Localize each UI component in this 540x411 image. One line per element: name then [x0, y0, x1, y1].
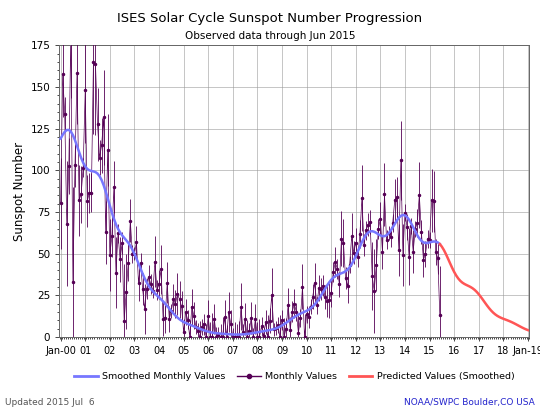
- Text: Observed data through Jun 2015: Observed data through Jun 2015: [185, 31, 355, 41]
- Y-axis label: Sunspot Number: Sunspot Number: [14, 141, 26, 241]
- Text: Updated 2015 Jul  6: Updated 2015 Jul 6: [5, 398, 95, 407]
- Text: ISES Solar Cycle Sunspot Number Progression: ISES Solar Cycle Sunspot Number Progress…: [117, 12, 423, 25]
- Legend: Smoothed Monthly Values, Monthly Values, Predicted Values (Smoothed): Smoothed Monthly Values, Monthly Values,…: [70, 368, 518, 385]
- Text: NOAA/SWPC Boulder,CO USA: NOAA/SWPC Boulder,CO USA: [404, 398, 535, 407]
